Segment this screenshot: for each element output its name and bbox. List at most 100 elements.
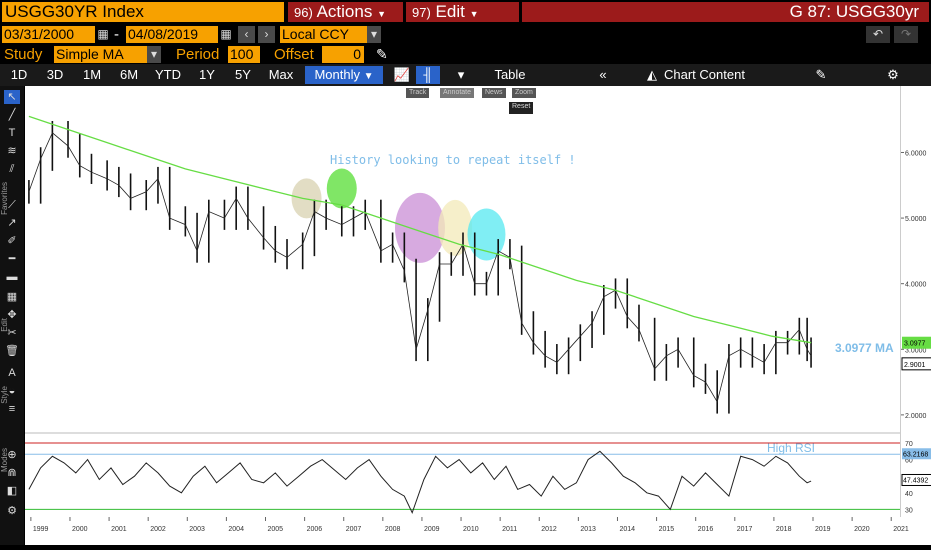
pen-tool-icon[interactable]: ✐ xyxy=(7,235,17,247)
chart-content-button[interactable]: Chart Content xyxy=(664,67,745,82)
x-tick-label: 2007 xyxy=(346,526,362,533)
end-calendar-icon[interactable]: ▦ xyxy=(220,27,232,41)
chart-type-dropdown-icon[interactable]: ▾ xyxy=(457,67,465,82)
frequency-select[interactable]: Monthly ▼ xyxy=(305,66,383,84)
edit-label: Edit xyxy=(435,2,465,21)
hline-tool-icon[interactable]: ━ xyxy=(8,253,16,265)
trash-icon[interactable]: 🗑 xyxy=(5,345,19,357)
y-tick-label: 2.0000 xyxy=(905,413,927,420)
x-axis-svg: 1999 2000 2001 2002 2003 2004 2005 2006 2007 2008… xyxy=(30,517,909,533)
left-toolbar: ↖ ╱ T ≋ ⫽ ⟋ ↗ ✐ ━ ▬ ▦ ✥ ✂ 🗑 A ◒ ≡ ⊕ ⋒ ◧ … xyxy=(0,86,24,545)
highlight-circle xyxy=(467,208,506,261)
plot-area[interactable]: History looking to repeat itself ! 3.0977… xyxy=(25,86,901,517)
y-tick-label: 5.0000 xyxy=(905,216,927,223)
settings-gear-icon[interactable]: ⚙ xyxy=(887,67,899,82)
header-bar: USGG30YR Index 96) Actions ▼ 97) Edit ▼ … xyxy=(0,0,931,24)
layout-icon[interactable]: ◧ xyxy=(6,485,18,497)
rsi-last-box xyxy=(901,473,931,486)
line-style-icon[interactable]: ≡ xyxy=(8,403,16,415)
prev-period-button[interactable]: ‹ xyxy=(238,26,255,43)
magnet-icon[interactable]: ⋒ xyxy=(7,467,17,479)
reset-button[interactable]: Reset xyxy=(509,102,534,114)
annotate-chip[interactable]: Annotate xyxy=(440,88,475,98)
price-series-line xyxy=(28,132,812,403)
study-label: Study xyxy=(4,46,43,63)
x-tick-label: 2002 xyxy=(150,526,166,533)
study-row: Study Simple MA ▾ Period 100 Offset 0 ✎ xyxy=(0,44,931,64)
chart-svg[interactable]: History looking to repeat itself ! 3.0977… xyxy=(25,86,901,517)
table-button[interactable]: Table xyxy=(494,67,526,82)
start-date-field[interactable]: 03/31/2000 xyxy=(2,26,95,43)
highlight-circle xyxy=(438,199,473,256)
x-tick-label: 2001 xyxy=(111,526,127,533)
favorites-label: Favorites xyxy=(0,182,9,215)
x-tick-label: 2014 xyxy=(619,526,635,533)
currency-dropdown-icon[interactable]: ▾ xyxy=(367,26,381,43)
arrow-tool-icon[interactable]: ↗ xyxy=(7,217,17,229)
x-tick-label: 2000 xyxy=(72,526,88,533)
line-tool-icon[interactable]: ╱ xyxy=(8,109,16,121)
ma-series-line xyxy=(28,115,812,344)
range-max[interactable]: Max xyxy=(268,67,294,82)
range-ytd[interactable]: YTD xyxy=(155,67,181,82)
chart-toolbar: 1D 3D 1M 6M YTD 1Y 5Y Max Monthly ▼ 📈 ╢ … xyxy=(0,64,931,86)
range-6m[interactable]: 6M xyxy=(119,67,139,82)
edit-menu[interactable]: 97) Edit ▼ xyxy=(406,2,519,22)
left-settings-icon[interactable]: ⚙ xyxy=(7,505,17,517)
y-tick-label: 6.0000 xyxy=(905,150,927,157)
pencil-icon[interactable]: ✎ xyxy=(376,46,388,62)
y-tick-label: 4.0000 xyxy=(905,282,927,289)
next-period-button[interactable]: › xyxy=(258,26,275,43)
end-date-field[interactable]: 04/08/2019 xyxy=(126,26,218,43)
font-icon[interactable]: A xyxy=(8,367,16,379)
x-tick-label: 2010 xyxy=(463,526,479,533)
zoom-chip[interactable]: Zoom xyxy=(512,88,536,98)
highlight-circle xyxy=(394,192,445,263)
scissors-icon[interactable]: ✂ xyxy=(7,327,17,339)
period-field[interactable]: 100 xyxy=(228,46,260,63)
color-icon[interactable]: ◒ xyxy=(8,385,16,397)
range-1y[interactable]: 1Y xyxy=(199,67,215,82)
redo-button[interactable]: ↷ xyxy=(894,26,918,43)
range-3d[interactable]: 3D xyxy=(46,67,64,82)
currency-select[interactable]: Local CCY xyxy=(280,26,367,43)
undo-button[interactable]: ↶ xyxy=(866,26,890,43)
modes-label: Modes xyxy=(0,448,9,473)
x-tick-label: 2008 xyxy=(385,526,401,533)
study-dropdown-icon[interactable]: ▾ xyxy=(147,46,161,63)
line-chart-icon[interactable]: 📈 xyxy=(393,67,411,82)
range-5y[interactable]: 5Y xyxy=(235,67,251,82)
text-tool-icon[interactable]: T xyxy=(8,127,16,139)
trend-tool-icon[interactable]: ⟋ xyxy=(8,199,16,211)
news-chip[interactable]: News xyxy=(482,88,506,98)
start-calendar-icon[interactable]: ▦ xyxy=(97,27,109,41)
grid-tool-icon[interactable]: ▦ xyxy=(6,291,18,303)
range-1d[interactable]: 1D xyxy=(10,67,28,82)
rsi-tick-label: 70 xyxy=(905,441,913,448)
collapse-icon[interactable]: « xyxy=(599,67,607,82)
rect-tool-icon[interactable]: ▬ xyxy=(6,271,18,283)
edit-chart-icon[interactable]: ✎ xyxy=(815,67,827,82)
actions-label: Actions xyxy=(316,2,373,21)
channel-tool-icon[interactable]: ⫽ xyxy=(9,163,15,175)
move-icon[interactable]: ✥ xyxy=(7,309,17,321)
actions-dropdown-icon: ▼ xyxy=(377,9,386,19)
y-tick-label: 3.0000 xyxy=(905,347,927,354)
bar-chart-icon[interactable]: ╢ xyxy=(416,66,440,84)
study-select[interactable]: Simple MA xyxy=(54,46,147,63)
fib-tool-icon[interactable]: ≋ xyxy=(7,145,17,157)
x-tick-label: 2005 xyxy=(268,526,284,533)
range-1m[interactable]: 1M xyxy=(82,67,102,82)
ticker-field[interactable]: USGG30YR Index xyxy=(2,2,284,22)
date-separator: - xyxy=(114,26,119,43)
track-chip[interactable]: Track xyxy=(406,88,430,98)
x-tick-label: 2021 xyxy=(893,526,909,533)
crosshair-icon[interactable]: ⊕ xyxy=(7,449,17,461)
ma-value-box xyxy=(902,336,931,349)
x-tick-label: 2015 xyxy=(659,526,675,533)
offset-field[interactable]: 0 xyxy=(322,46,364,63)
rsi-series-line xyxy=(28,450,812,515)
period-label: Period xyxy=(176,46,220,63)
actions-menu[interactable]: 96) Actions ▼ xyxy=(288,2,403,22)
cursor-icon[interactable]: ↖ xyxy=(4,90,20,104)
